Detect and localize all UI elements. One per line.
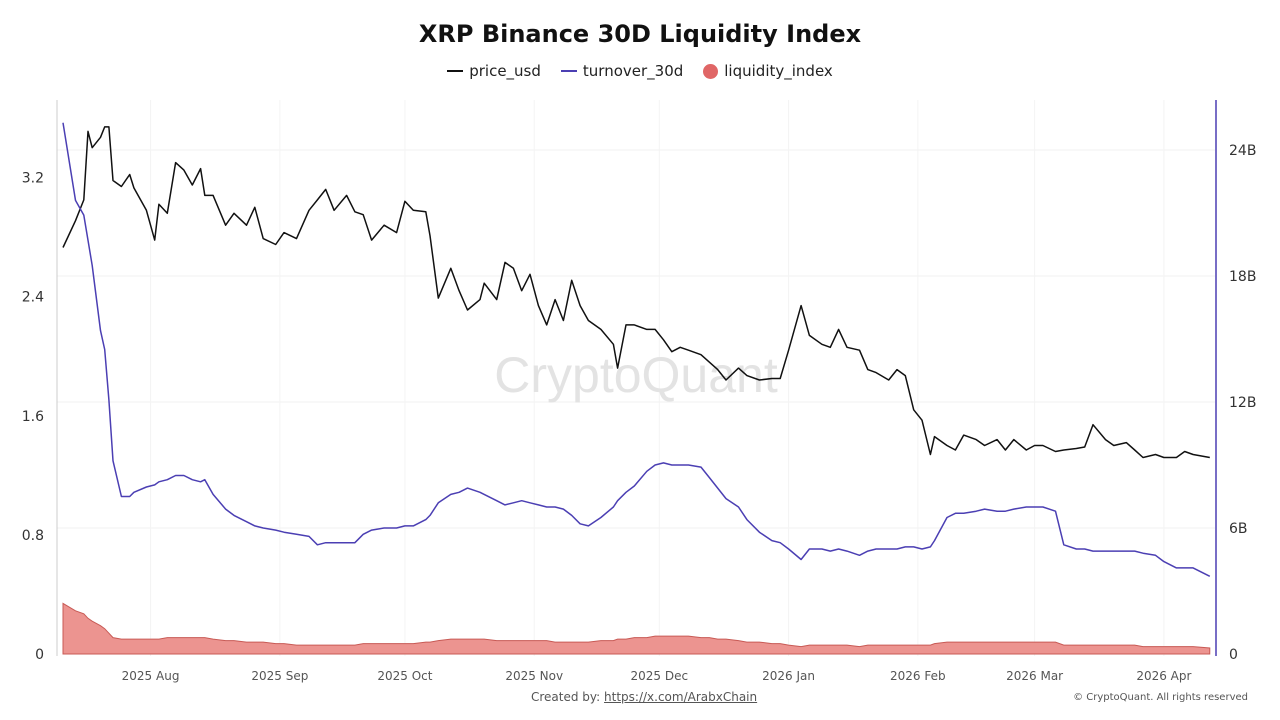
legend-label: liquidity_index xyxy=(724,62,833,80)
legend-line-icon xyxy=(447,70,464,72)
right-axis-tick: 18B xyxy=(1229,269,1256,285)
x-axis-tick: 2025 Aug xyxy=(122,669,180,683)
left-axis-tick: 2.4 xyxy=(22,290,44,306)
legend-label: price_usd xyxy=(469,62,541,80)
copyright: © CryptoQuant. All rights reserved xyxy=(1073,692,1248,703)
series-price_usd-line xyxy=(62,126,1210,459)
right-axis-tick: 6B xyxy=(1229,521,1248,537)
right-axis-tick: 24B xyxy=(1229,143,1256,159)
left-axis-tick: 3.2 xyxy=(22,171,44,187)
series-group xyxy=(62,122,1211,655)
x-axis-tick: 2025 Dec xyxy=(631,669,689,683)
right-axis-tick: 12B xyxy=(1229,395,1256,411)
created-by-link[interactable]: https://x.com/ArabxChain xyxy=(604,690,758,704)
legend-item-price[interactable]: price_usd xyxy=(447,62,541,80)
left-axis-tick: 0 xyxy=(35,647,44,663)
left-axis-tick: 0.8 xyxy=(22,528,44,544)
legend: price_usd turnover_30d liquidity_index xyxy=(0,62,1280,80)
x-axis-tick: 2026 Feb xyxy=(890,669,946,683)
legend-dot-icon xyxy=(703,63,719,79)
x-axis-tick: 2026 Jan xyxy=(762,669,815,683)
created-by-label: Created by: xyxy=(531,690,601,704)
watermark: CryptoQuant xyxy=(494,347,778,403)
chart-title: XRP Binance 30D Liquidity Index xyxy=(418,20,862,48)
left-axis-tick: 1.6 xyxy=(22,409,44,425)
x-axis-tick: 2025 Oct xyxy=(377,669,432,683)
x-axis-tick: 2026 Apr xyxy=(1136,669,1191,683)
series-turnover_30d-line xyxy=(62,122,1211,577)
series-liquidity_index-area xyxy=(62,602,1211,655)
legend-label: turnover_30d xyxy=(582,62,684,80)
x-axis-tick: 2025 Sep xyxy=(251,669,308,683)
legend-item-turnover[interactable]: turnover_30d xyxy=(560,62,684,80)
x-axis-tick: 2025 Nov xyxy=(505,669,563,683)
x-axis-tick: 2026 Mar xyxy=(1006,669,1063,683)
footer-credit: Created by: https://x.com/ArabxChain xyxy=(531,690,757,704)
right-axis-tick: 0 xyxy=(1229,647,1238,663)
legend-line-icon xyxy=(560,70,577,72)
legend-item-liquidity[interactable]: liquidity_index xyxy=(703,62,833,80)
